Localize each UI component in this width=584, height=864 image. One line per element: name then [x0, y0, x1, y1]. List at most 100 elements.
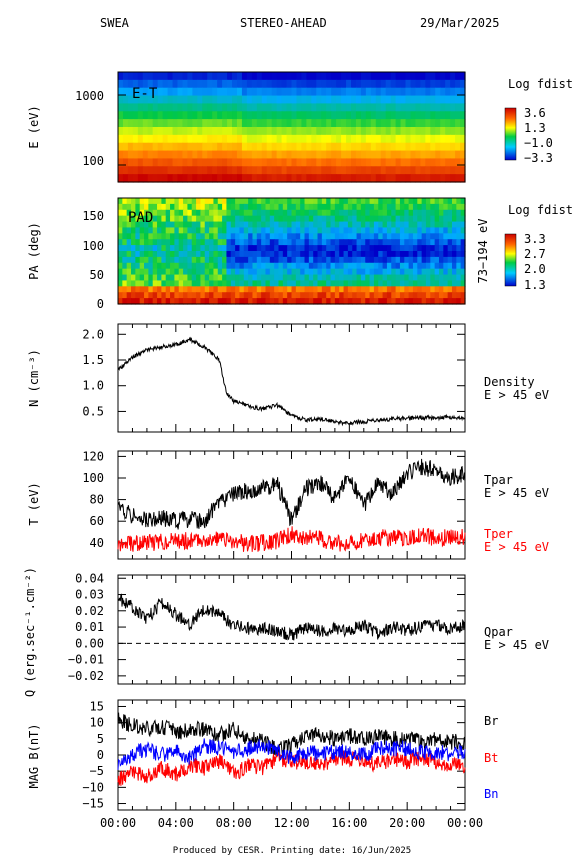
et-cell: [177, 79, 184, 89]
pad-cell: [278, 198, 284, 205]
et-cell: [192, 158, 198, 167]
et-cell: [192, 127, 198, 136]
pad-cell: [248, 227, 254, 234]
pad-cell: [300, 239, 306, 246]
pad-cell: [343, 215, 349, 223]
pad-cell: [313, 280, 319, 287]
et-cell: [445, 119, 451, 128]
et-cell: [395, 142, 402, 152]
pad-cell: [339, 215, 345, 223]
pad-cell: [170, 256, 175, 264]
pad-cell: [386, 251, 392, 258]
pad-cell: [326, 274, 332, 282]
et-cell: [132, 72, 139, 81]
pad-cell: [144, 262, 149, 270]
pad-cell: [187, 215, 193, 223]
pad-cell: [178, 251, 184, 258]
et-cell: [212, 166, 218, 175]
pad-cell: [144, 298, 149, 305]
et-cell: [281, 150, 288, 160]
pad-cell: [148, 280, 154, 287]
pad-cell: [191, 198, 197, 205]
pad-cell: [161, 268, 167, 276]
et-cell: [246, 158, 253, 167]
pad-cell: [252, 233, 258, 240]
pad-cell: [165, 239, 171, 246]
et-cell: [395, 111, 402, 120]
et-cell: [390, 174, 397, 183]
pad-cell: [230, 298, 236, 305]
pad-cell: [438, 198, 444, 205]
et-cell: [227, 87, 233, 97]
pad-cell: [170, 221, 175, 229]
et-cell: [241, 127, 248, 136]
et-cell: [207, 127, 213, 136]
et-cell: [118, 150, 124, 160]
et-cell: [291, 166, 298, 175]
pad-cell: [291, 286, 297, 293]
et-cell: [450, 95, 456, 105]
et-cell: [177, 95, 184, 105]
et-cell: [385, 127, 392, 136]
pad-cell: [365, 215, 371, 223]
et-cell: [306, 134, 312, 144]
et-cell: [365, 119, 372, 128]
pad-cell: [451, 280, 457, 287]
et-cell: [375, 134, 382, 144]
pad-cell: [148, 256, 154, 264]
pad-cell: [174, 245, 180, 252]
et-cell: [197, 127, 203, 136]
pad-cell: [447, 245, 453, 252]
et-cell: [137, 174, 144, 183]
et-cell: [395, 95, 402, 105]
et-cell: [162, 72, 169, 81]
pad-cell: [434, 274, 440, 282]
pad-cell: [278, 203, 284, 211]
et-cell: [360, 127, 367, 136]
pad-cell: [226, 274, 232, 282]
et-cell: [241, 134, 248, 144]
et-cell: [261, 79, 268, 89]
pad-cell: [339, 221, 345, 229]
et-cell: [365, 87, 372, 97]
et-cell: [118, 134, 124, 144]
pad-cell: [421, 221, 427, 229]
pad-cell: [287, 209, 293, 217]
pad-cell: [278, 221, 284, 229]
pad-cell: [170, 298, 175, 305]
et-cell: [405, 72, 412, 81]
pad-cell: [165, 274, 171, 282]
et-cell: [440, 142, 446, 152]
pad-cell: [421, 227, 427, 234]
et-cell: [400, 119, 407, 128]
et-cell: [271, 79, 278, 89]
pad-cell: [386, 245, 392, 252]
pad-cell: [430, 286, 436, 293]
pad-cell: [326, 268, 332, 276]
pad-cell: [321, 268, 327, 276]
et-cell: [291, 127, 298, 136]
pad-cell: [243, 215, 249, 223]
et-cell: [202, 134, 208, 144]
et-cell: [336, 134, 342, 144]
pad-cell: [213, 274, 219, 282]
et-cell: [450, 166, 456, 175]
pad-cell: [447, 209, 453, 217]
pad-cell: [300, 233, 306, 240]
et-cell: [127, 174, 134, 183]
et-cell: [360, 174, 367, 183]
et-label: E-T: [132, 86, 158, 102]
pad-cell: [339, 286, 345, 293]
et-cell: [212, 72, 218, 81]
et-cell: [152, 174, 159, 183]
pad-cell: [447, 286, 453, 293]
pad-cell: [191, 292, 197, 299]
pad-cell: [243, 233, 249, 240]
et-cell: [167, 95, 174, 105]
pad-cell: [209, 280, 215, 287]
et-cell: [266, 174, 273, 183]
pad-cell: [326, 209, 332, 217]
pad-cell: [412, 239, 418, 246]
pad-cell: [204, 286, 210, 293]
et-cell: [405, 127, 412, 136]
